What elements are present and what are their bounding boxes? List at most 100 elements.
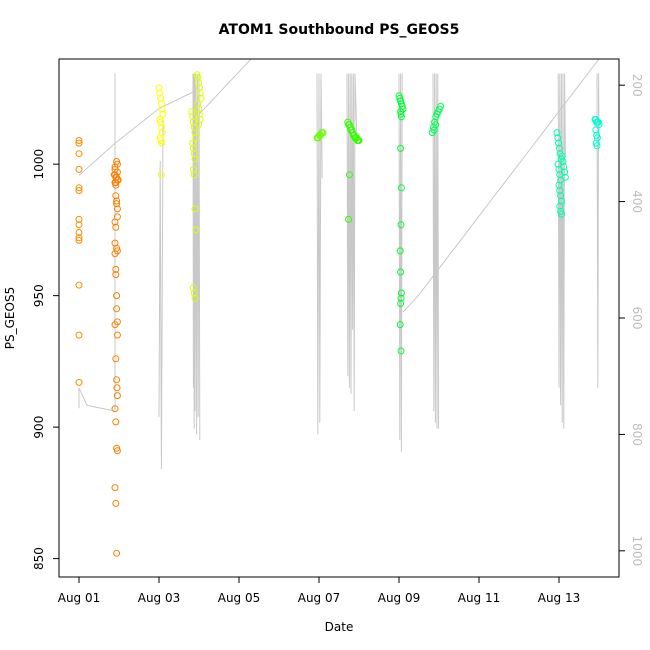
data-point — [197, 94, 205, 102]
data-point — [396, 247, 404, 255]
data-point — [113, 205, 121, 213]
x-tick-label: Aug 09 — [378, 591, 421, 605]
data-point — [111, 405, 119, 413]
data-point — [397, 268, 405, 276]
data-point — [555, 144, 563, 152]
data-point — [191, 155, 199, 163]
y-tick-label: 1000 — [32, 149, 46, 180]
data-point — [561, 168, 569, 176]
data-point — [113, 447, 121, 455]
data-point — [112, 265, 120, 273]
data-point — [157, 100, 165, 108]
altitude-trace — [192, 73, 201, 441]
data-point — [113, 292, 121, 300]
data-point — [190, 289, 198, 297]
altitude-trace — [78, 73, 116, 412]
data-point — [397, 144, 405, 152]
data-point — [189, 165, 197, 173]
data-point — [556, 187, 564, 194]
data-point — [189, 144, 197, 152]
data-point — [397, 110, 405, 118]
data-point — [157, 94, 165, 102]
altitude-trace — [346, 73, 358, 412]
data-point — [557, 210, 565, 218]
data-points — [75, 71, 603, 557]
data-point — [195, 84, 203, 92]
x-tick-label: Aug 13 — [538, 591, 581, 605]
right-y-tick-label: 600 — [630, 307, 644, 330]
data-point — [111, 484, 119, 492]
x-tick-label: Aug 01 — [58, 591, 101, 605]
data-point — [559, 158, 567, 165]
data-point — [157, 171, 165, 179]
right-y-axis: 200 400 600 800 1000 — [619, 74, 644, 566]
y-tick-label: 850 — [32, 547, 46, 570]
data-point — [112, 181, 120, 189]
x-tick-label: Aug 07 — [298, 591, 341, 605]
data-point — [592, 126, 600, 134]
right-y-tick-label: 400 — [630, 190, 644, 213]
data-point — [195, 121, 203, 129]
data-point — [75, 378, 83, 386]
y-axis-label: PS_GEOS5 — [3, 287, 17, 349]
data-point — [555, 139, 563, 147]
data-point — [191, 294, 199, 302]
data-point — [191, 205, 199, 213]
data-point — [556, 202, 564, 210]
data-point — [113, 331, 121, 339]
data-point — [75, 137, 83, 144]
data-point — [75, 139, 83, 147]
y-axis: 850 900 950 1000 — [32, 149, 60, 570]
data-point — [558, 152, 566, 160]
data-point — [75, 229, 83, 236]
data-point — [113, 376, 121, 384]
data-point — [397, 113, 405, 121]
data-point — [397, 221, 405, 229]
data-point — [113, 392, 121, 400]
data-point — [157, 118, 165, 126]
data-point — [112, 355, 120, 363]
y-tick-label: 950 — [32, 284, 46, 307]
data-point — [157, 123, 165, 131]
data-point — [345, 171, 353, 179]
data-point — [397, 289, 405, 297]
data-point — [191, 129, 199, 137]
data-point — [560, 163, 568, 171]
x-tick-label: Aug 03 — [138, 591, 181, 605]
data-point — [194, 73, 202, 81]
data-point — [432, 121, 440, 129]
x-axis: Aug 01 Aug 03 Aug 05 Aug 07 Aug 09 Aug 11 Aug … — [58, 576, 581, 605]
data-point — [75, 215, 83, 223]
data-point — [561, 173, 569, 181]
data-point — [189, 113, 197, 121]
right-y-tick-label: 1000 — [630, 536, 644, 567]
x-axis-label: Date — [325, 620, 354, 634]
data-point — [396, 321, 404, 329]
altitude-trace — [158, 120, 164, 470]
right-y-tick-label: 800 — [630, 423, 644, 446]
altitude-trace — [402, 59, 600, 313]
data-point — [553, 129, 561, 137]
altitude-trace — [78, 90, 200, 176]
data-point — [397, 347, 405, 355]
data-point — [113, 549, 121, 557]
data-point — [195, 105, 203, 113]
data-point — [397, 108, 405, 116]
data-point — [190, 150, 198, 158]
x-tick-label: Aug 05 — [218, 591, 261, 605]
data-point — [593, 134, 601, 142]
data-point — [189, 284, 197, 292]
data-point — [195, 79, 203, 87]
y-tick-label: 900 — [32, 416, 46, 439]
altitude-trace — [432, 73, 440, 429]
data-point — [75, 187, 83, 194]
data-point — [190, 171, 198, 179]
data-point — [554, 134, 562, 142]
data-point — [112, 418, 120, 426]
data-point — [75, 150, 83, 158]
data-point — [156, 89, 164, 97]
data-point — [397, 184, 405, 192]
data-point — [159, 110, 167, 118]
data-point — [345, 215, 353, 223]
